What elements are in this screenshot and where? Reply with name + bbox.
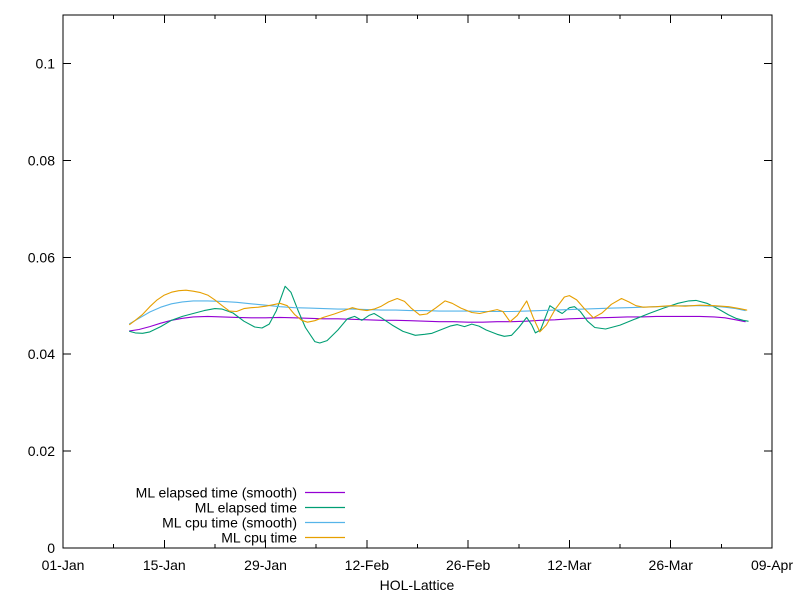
x-tick-label: 29-Jan (244, 557, 287, 573)
series-lines (129, 285, 749, 344)
legend-entry: ML cpu time (smooth) (162, 515, 345, 531)
y-tick-label: 0 (47, 540, 55, 556)
x-tick-label: 26-Mar (649, 557, 694, 573)
axis-ticks (62, 15, 773, 549)
legend-entry: ML elapsed time (195, 500, 345, 516)
x-tick-label: 12-Mar (547, 557, 592, 573)
series-line-ml-elapsed-time (129, 285, 749, 344)
series-line-ml-elapsed-time-smooth- (129, 315, 746, 332)
legend-entry: ML cpu time (221, 530, 345, 546)
y-tick-label: 0.02 (28, 443, 55, 459)
legend-label: ML elapsed time (195, 500, 297, 516)
legend-entry: ML elapsed time (smooth) (136, 485, 345, 501)
legend: ML elapsed time (smooth)ML elapsed timeM… (136, 485, 345, 546)
x-tick-label: 09-Apr (751, 557, 793, 573)
y-tick-label: 0.06 (28, 249, 55, 265)
x-tick-label: 26-Feb (446, 557, 491, 573)
y-tick-label: 0.08 (28, 152, 55, 168)
x-tick-label: 01-Jan (42, 557, 85, 573)
y-tick-label: 0.1 (36, 55, 56, 71)
x-axis-tick-labels: 01-Jan 15-Jan 29-Jan 12-Feb 26-Feb 12-Mar 26-M… (42, 557, 794, 573)
y-tick-label: 0.04 (28, 346, 55, 362)
legend-label: ML elapsed time (smooth) (136, 485, 297, 501)
series-line-ml-cpu-time (129, 289, 748, 333)
legend-label: ML cpu time (smooth) (162, 515, 297, 531)
x-tick-label: 15-Jan (143, 557, 186, 573)
legend-label: ML cpu time (221, 530, 297, 546)
x-axis-title: HOL-Lattice (380, 577, 455, 593)
plot-border (62, 14, 773, 549)
y-axis-tick-labels: 0 0.02 0.04 0.06 0.08 0.1 (28, 55, 55, 556)
x-tick-label: 12-Feb (345, 557, 390, 573)
